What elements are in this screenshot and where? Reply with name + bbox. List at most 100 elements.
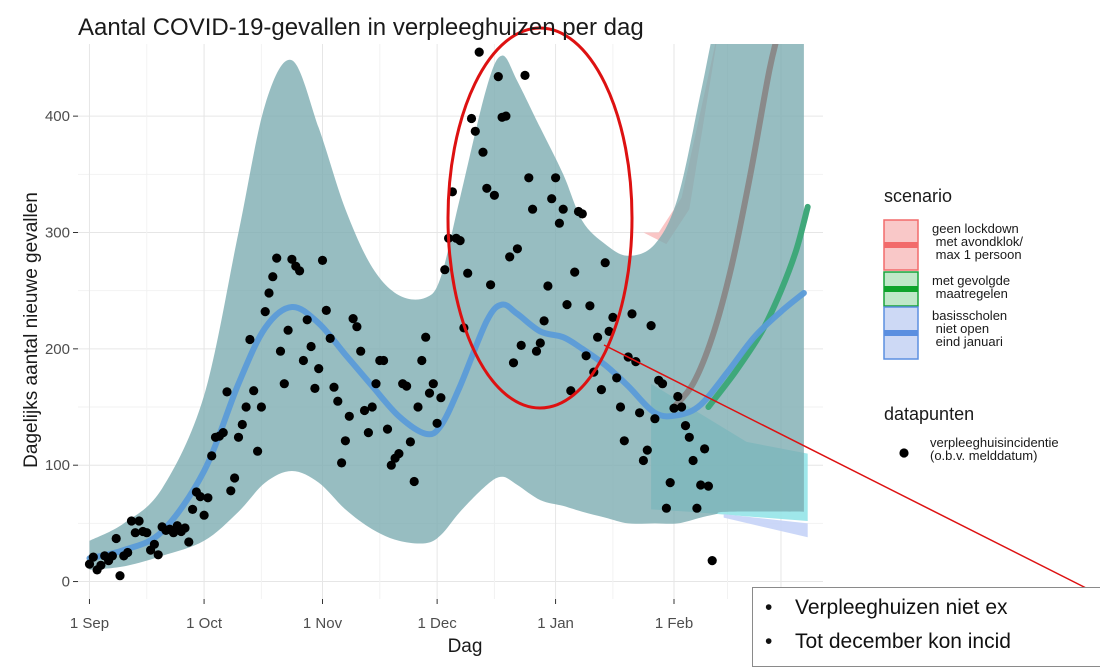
data-point — [474, 47, 484, 57]
legend-title-datapoints: datapunten — [884, 404, 975, 424]
x-tick-label: 1 Oct — [186, 615, 223, 632]
data-point — [489, 190, 499, 200]
data-point — [528, 204, 538, 214]
data-point — [230, 473, 240, 483]
line-no-lockdown — [671, 44, 779, 410]
data-point — [417, 355, 427, 366]
x-tick-label: 1 Nov — [303, 615, 343, 632]
data-point — [688, 455, 698, 466]
data-point — [272, 253, 282, 263]
data-point — [218, 428, 228, 438]
y-axis-label: Dagelijks aantal nieuwe gevallen — [21, 192, 42, 468]
data-point — [585, 301, 595, 311]
legend-line: geen lockdown — [932, 221, 1019, 236]
data-point — [260, 307, 270, 317]
legend-point-icon — [899, 448, 909, 458]
data-point — [130, 528, 140, 538]
data-point — [482, 183, 492, 193]
data-point — [428, 379, 438, 389]
data-point — [222, 387, 232, 397]
data-point — [253, 446, 263, 456]
data-point — [207, 451, 217, 461]
x-tick-label: 1 Sep — [70, 615, 109, 632]
data-point — [520, 70, 530, 80]
data-point — [295, 266, 305, 276]
data-point — [180, 523, 190, 533]
x-tick-label: 1 Jan — [537, 615, 574, 632]
data-point — [306, 341, 316, 352]
data-point — [665, 478, 675, 488]
data-point — [501, 111, 511, 121]
data-point — [562, 300, 572, 310]
data-point — [134, 516, 144, 526]
data-point — [432, 418, 442, 428]
data-point — [535, 338, 545, 348]
data-point — [352, 322, 362, 332]
data-point — [627, 309, 637, 319]
y-tick-label: 200 — [45, 341, 70, 358]
legend-line: met avondklok/ — [932, 234, 1024, 249]
data-point — [337, 458, 347, 468]
data-point — [314, 364, 324, 374]
data-point — [126, 516, 137, 526]
legend-swatch-bar — [884, 330, 918, 336]
data-point — [593, 332, 603, 342]
data-point — [149, 539, 159, 549]
data-point — [264, 288, 274, 298]
data-point — [379, 355, 389, 366]
data-point — [581, 351, 591, 361]
data-point — [123, 547, 133, 558]
data-point — [700, 444, 710, 454]
data-point — [275, 346, 286, 356]
data-point — [409, 476, 419, 487]
data-point — [505, 252, 515, 262]
bullet-text: Tot december kon incid — [795, 630, 1011, 653]
data-point — [340, 436, 350, 446]
data-point — [551, 173, 561, 183]
data-point — [226, 486, 236, 496]
legend-line: met gevolgde — [932, 273, 1011, 288]
y-tick-label: 300 — [45, 224, 70, 241]
data-point — [402, 381, 412, 391]
data-point — [642, 445, 652, 455]
legend-swatch-bar — [884, 286, 918, 292]
line-schools — [86, 290, 807, 562]
data-point — [615, 402, 626, 412]
data-point — [317, 255, 328, 265]
data-point — [298, 355, 308, 366]
data-point — [619, 436, 629, 446]
band-schools-lower — [723, 514, 808, 538]
data-point — [249, 386, 259, 396]
data-point — [707, 556, 717, 566]
data-point — [111, 533, 121, 544]
data-point — [657, 379, 668, 389]
legend-line: niet open — [932, 321, 990, 336]
data-point — [539, 316, 549, 326]
data-point — [115, 571, 125, 581]
data-point — [268, 272, 278, 282]
data-point — [531, 346, 542, 356]
data-point — [466, 113, 477, 124]
legend-line: basisscholen — [932, 308, 1008, 323]
data-point — [394, 449, 404, 459]
x-tick-label: 1 Dec — [418, 615, 458, 632]
y-tick-label: 0 — [62, 574, 70, 591]
bullet-text: Verpleeghuizen niet ex — [795, 596, 1008, 619]
data-point — [405, 437, 415, 447]
data-point — [153, 550, 163, 560]
data-point — [673, 391, 683, 402]
data-point — [692, 503, 702, 513]
data-point — [321, 305, 331, 315]
data-point — [283, 325, 293, 335]
data-point — [646, 321, 656, 331]
legend-line: verpleeghuisincidentie — [930, 435, 1059, 450]
data-point — [680, 421, 691, 431]
data-point — [256, 402, 266, 412]
data-point — [635, 408, 645, 418]
data-point — [371, 379, 381, 389]
data-point — [363, 428, 373, 438]
data-point — [237, 419, 247, 430]
data-point — [608, 312, 618, 322]
data-point — [302, 315, 312, 325]
